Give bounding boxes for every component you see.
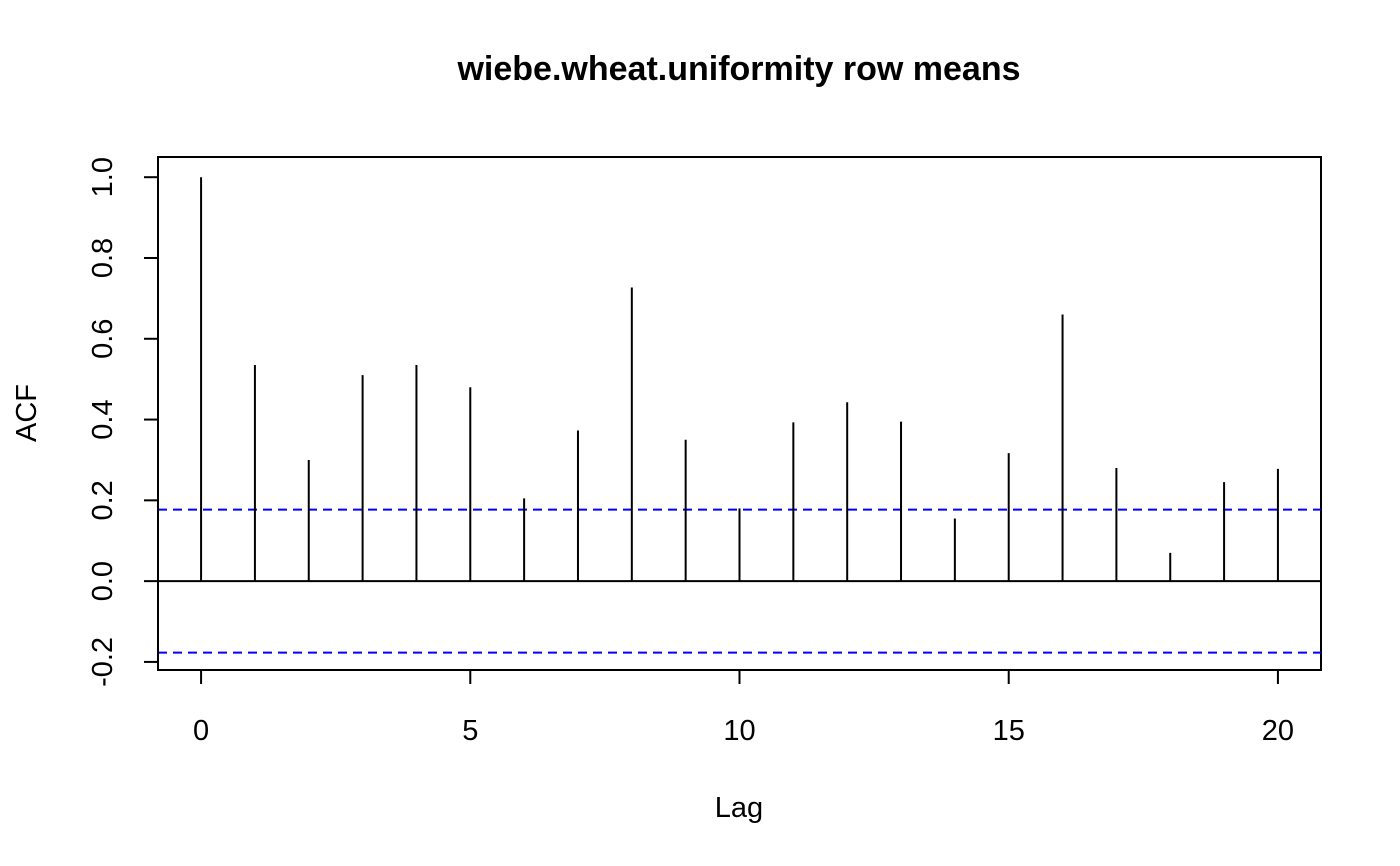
x-tick-label: 20 bbox=[1262, 715, 1294, 747]
y-axis: -0.2 0.0 0.2 0.4 0.6 0.8 1.0 bbox=[87, 157, 159, 687]
chart-title: wiebe.wheat.uniformity row means bbox=[456, 50, 1020, 88]
y-tick-label: 0.6 bbox=[87, 319, 119, 359]
y-tick-label: 0.2 bbox=[87, 480, 119, 520]
y-tick-label: 0.4 bbox=[87, 399, 119, 439]
x-tick-label: 0 bbox=[193, 715, 209, 747]
y-tick-label: 0.8 bbox=[87, 238, 119, 278]
acf-bars bbox=[200, 177, 1279, 582]
plot-frame bbox=[157, 156, 1322, 671]
x-tick-label: 15 bbox=[993, 715, 1025, 747]
x-axis-label: Lag bbox=[715, 792, 763, 824]
y-axis-label: ACF bbox=[11, 384, 43, 442]
x-tick-label: 5 bbox=[462, 715, 478, 747]
y-tick-label: 0.0 bbox=[87, 561, 119, 601]
x-tick-label: 10 bbox=[723, 715, 755, 747]
y-tick-label: -0.2 bbox=[87, 637, 119, 687]
x-axis: 0 5 10 15 20 bbox=[193, 669, 1294, 747]
y-tick-label: 1.0 bbox=[87, 157, 119, 197]
